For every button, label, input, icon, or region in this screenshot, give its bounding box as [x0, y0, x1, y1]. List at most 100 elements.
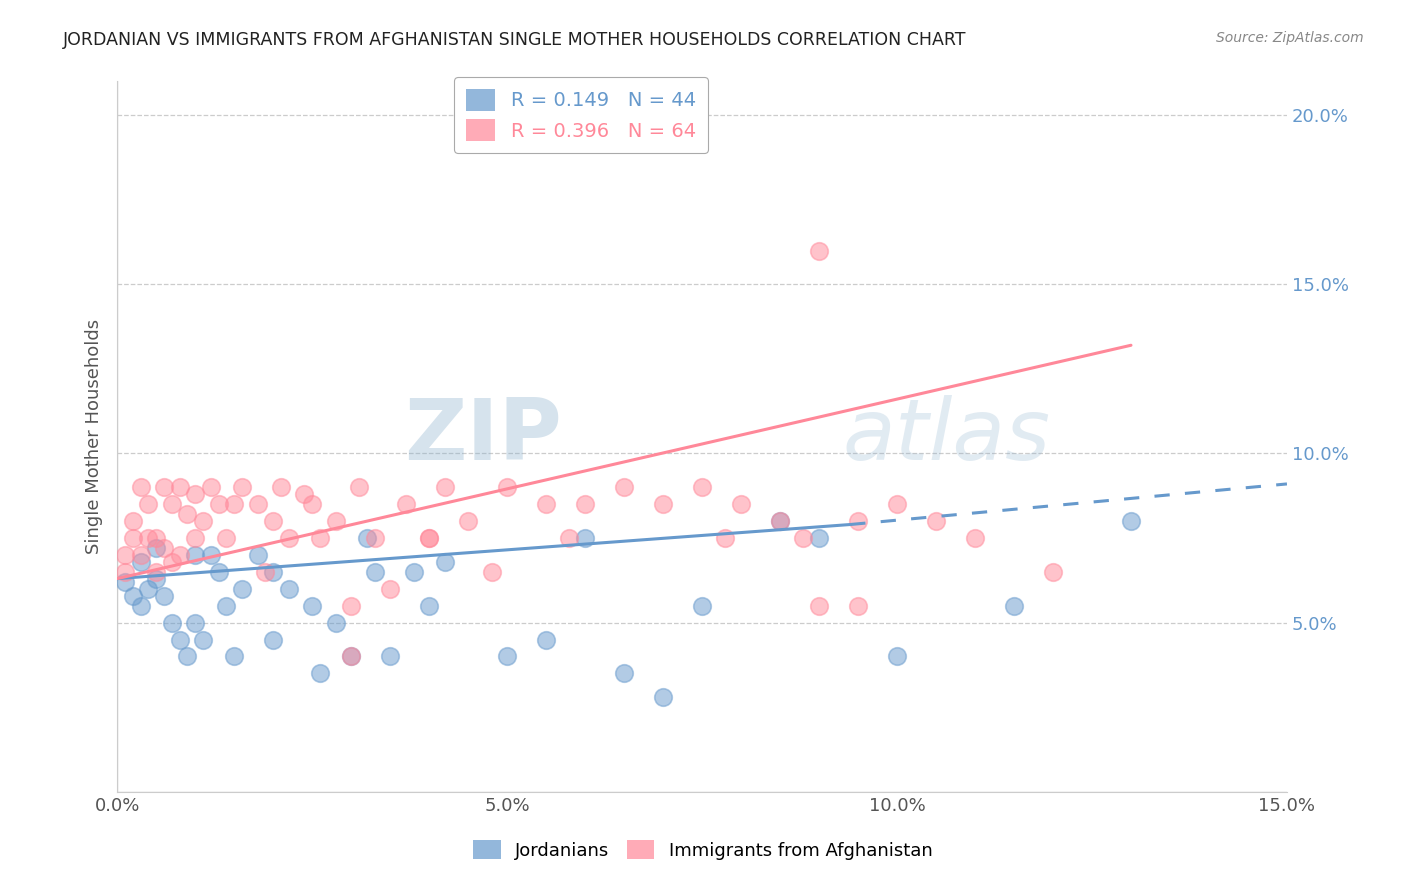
Point: [613, 666, 636, 681]
Point: [153, 480, 176, 494]
Point: [129, 480, 152, 494]
Point: [808, 244, 831, 258]
Point: [363, 565, 385, 579]
Point: [418, 599, 440, 613]
Point: [169, 480, 191, 494]
Point: [207, 565, 229, 579]
Point: [129, 599, 152, 613]
Point: [169, 632, 191, 647]
Point: [714, 531, 737, 545]
Point: [325, 514, 347, 528]
Point: [309, 531, 332, 545]
Point: [378, 582, 401, 596]
Point: [231, 480, 253, 494]
Point: [254, 565, 277, 579]
Point: [301, 599, 323, 613]
Point: [224, 649, 246, 664]
Point: [457, 514, 479, 528]
Point: [176, 649, 198, 664]
Point: [846, 514, 869, 528]
Point: [418, 531, 440, 545]
Point: [215, 599, 238, 613]
Point: [886, 497, 908, 511]
Point: [769, 514, 792, 528]
Point: [169, 548, 191, 562]
Point: [690, 480, 713, 494]
Point: [191, 632, 214, 647]
Point: [184, 487, 207, 501]
Point: [138, 582, 160, 596]
Point: [402, 565, 425, 579]
Point: [690, 599, 713, 613]
Point: [153, 541, 176, 556]
Point: [262, 632, 284, 647]
Point: [534, 497, 557, 511]
Point: [496, 649, 519, 664]
Point: [356, 531, 378, 545]
Point: [184, 615, 207, 630]
Point: [925, 514, 948, 528]
Point: [792, 531, 814, 545]
Point: [363, 531, 385, 545]
Point: [121, 531, 143, 545]
Point: [215, 531, 238, 545]
Point: [277, 531, 299, 545]
Point: [301, 497, 323, 511]
Point: [846, 599, 869, 613]
Point: [145, 565, 167, 579]
Point: [652, 497, 675, 511]
Point: [121, 514, 143, 528]
Point: [1119, 514, 1142, 528]
Point: [262, 514, 284, 528]
Point: [558, 531, 581, 545]
Point: [340, 599, 363, 613]
Point: [886, 649, 908, 664]
Point: [481, 565, 503, 579]
Point: [808, 531, 831, 545]
Point: [730, 497, 752, 511]
Point: [1042, 565, 1064, 579]
Point: [200, 548, 222, 562]
Point: [1002, 599, 1025, 613]
Point: [129, 555, 152, 569]
Point: [433, 480, 456, 494]
Point: [769, 514, 792, 528]
Point: [496, 480, 519, 494]
Point: [340, 649, 363, 664]
Text: ZIP: ZIP: [404, 395, 562, 478]
Point: [207, 497, 229, 511]
Point: [808, 599, 831, 613]
Point: [176, 508, 198, 522]
Point: [231, 582, 253, 596]
Point: [224, 497, 246, 511]
Point: [309, 666, 332, 681]
Point: [160, 615, 183, 630]
Point: [246, 497, 269, 511]
Point: [262, 565, 284, 579]
Point: [246, 548, 269, 562]
Point: [153, 589, 176, 603]
Point: [534, 632, 557, 647]
Point: [418, 531, 440, 545]
Point: [325, 615, 347, 630]
Point: [292, 487, 315, 501]
Legend: Jordanians, Immigrants from Afghanistan: Jordanians, Immigrants from Afghanistan: [467, 833, 939, 867]
Point: [378, 649, 401, 664]
Point: [277, 582, 299, 596]
Point: [129, 548, 152, 562]
Point: [184, 531, 207, 545]
Legend: R = 0.149   N = 44, R = 0.396   N = 64: R = 0.149 N = 44, R = 0.396 N = 64: [454, 77, 707, 153]
Point: [963, 531, 986, 545]
Text: JORDANIAN VS IMMIGRANTS FROM AFGHANISTAN SINGLE MOTHER HOUSEHOLDS CORRELATION CH: JORDANIAN VS IMMIGRANTS FROM AFGHANISTAN…: [63, 31, 967, 49]
Point: [340, 649, 363, 664]
Point: [114, 574, 136, 589]
Point: [145, 531, 167, 545]
Point: [138, 531, 160, 545]
Point: [114, 548, 136, 562]
Point: [160, 497, 183, 511]
Point: [145, 541, 167, 556]
Point: [652, 690, 675, 704]
Text: Source: ZipAtlas.com: Source: ZipAtlas.com: [1216, 31, 1364, 45]
Point: [574, 497, 596, 511]
Point: [138, 497, 160, 511]
